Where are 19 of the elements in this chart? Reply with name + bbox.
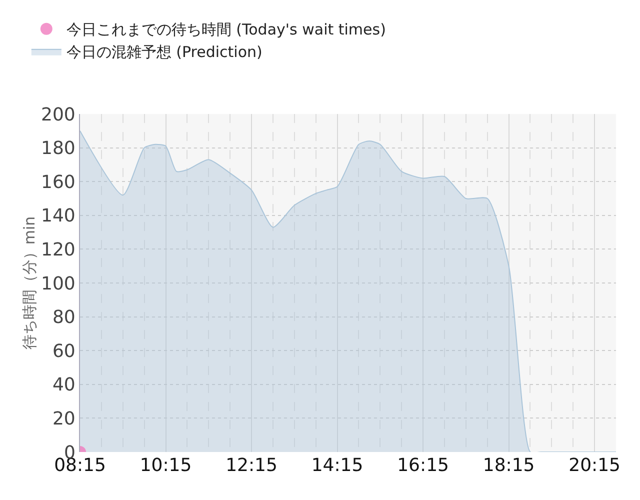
legend-label: 今日これまでの待ち時間 (Today's wait times): [66, 20, 386, 39]
y-tick-label: 160: [41, 172, 76, 193]
x-tick-label: 18:15: [482, 455, 535, 476]
x-tick-label: 14:15: [311, 455, 364, 476]
y-tick-label: 60: [52, 340, 76, 362]
y-axis-title: 待ち時間（分）min: [20, 216, 38, 350]
y-tick-label: 200: [41, 104, 76, 126]
x-tick-label: 20:15: [568, 455, 620, 476]
y-tick-label: 100: [41, 273, 76, 294]
legend-label: 今日の混雑予想 (Prediction): [66, 43, 262, 62]
y-tick-label: 180: [41, 138, 76, 160]
y-tick-label: 140: [41, 206, 76, 227]
y-tick-label: 80: [52, 307, 76, 328]
y-tick-label: 40: [52, 374, 76, 396]
y-tick-label: 120: [41, 240, 76, 260]
y-tick-label: 20: [52, 408, 76, 430]
x-tick-label: 16:15: [397, 455, 449, 476]
x-tick-label: 10:15: [140, 455, 192, 476]
x-tick-label: 12:15: [226, 455, 278, 476]
